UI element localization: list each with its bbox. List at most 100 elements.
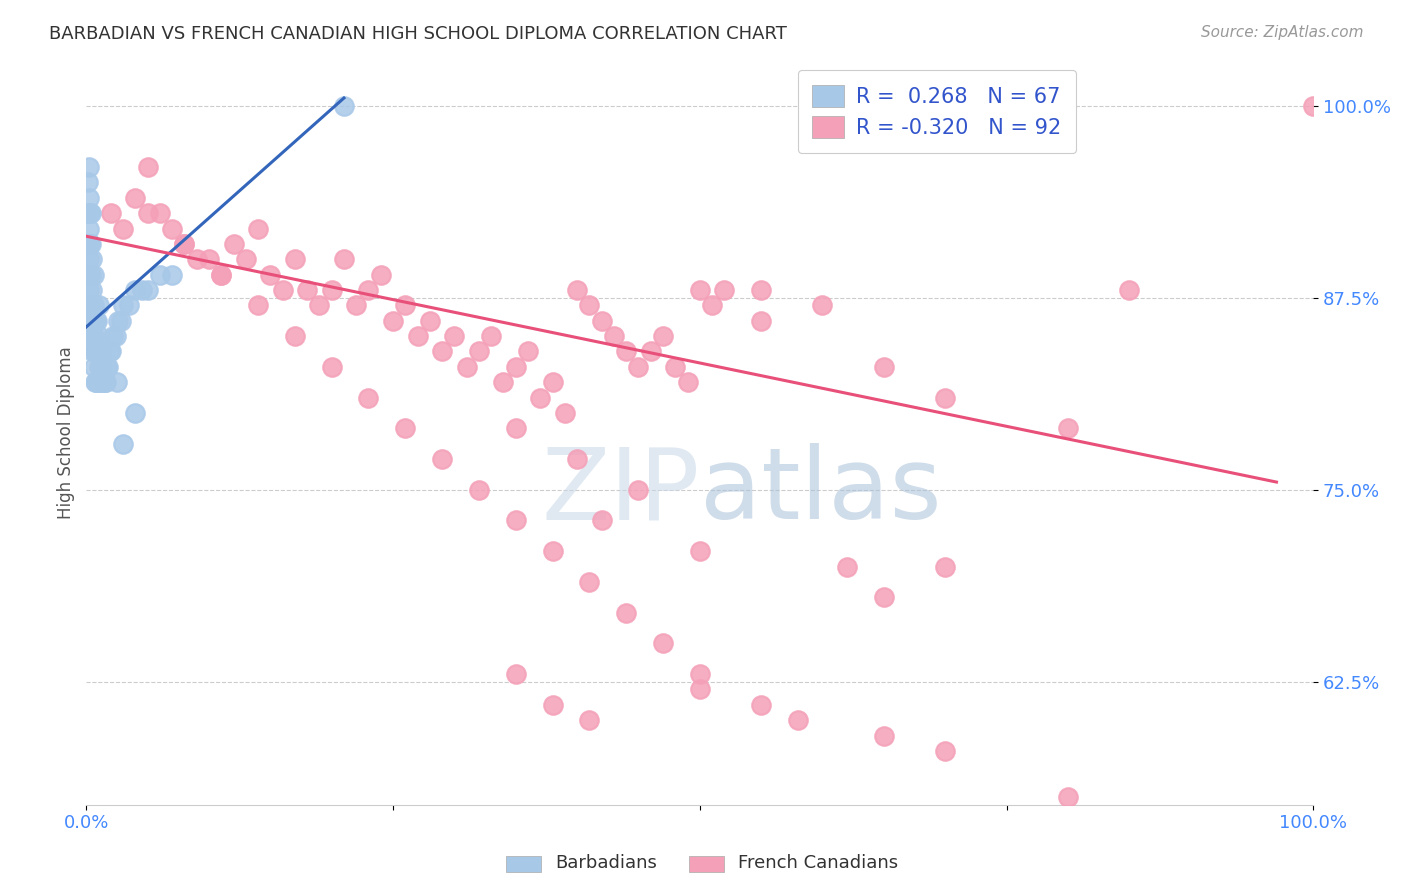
Point — [93, 375, 115, 389]
Text: BARBADIAN VS FRENCH CANADIAN HIGH SCHOOL DIPLOMA CORRELATION CHART: BARBADIAN VS FRENCH CANADIAN HIGH SCHOOL… — [49, 25, 787, 43]
Point — [77, 191, 100, 205]
Point — [107, 314, 129, 328]
Point — [124, 283, 146, 297]
Point — [79, 268, 101, 282]
Point — [112, 436, 135, 450]
Point — [1057, 789, 1080, 804]
Point — [104, 329, 127, 343]
Point — [394, 298, 416, 312]
Point — [77, 314, 100, 328]
Point — [1057, 421, 1080, 435]
Point — [295, 283, 318, 297]
Point — [749, 698, 772, 712]
Point — [90, 344, 112, 359]
Point — [82, 252, 104, 267]
Point — [235, 252, 257, 267]
Y-axis label: High School Diploma: High School Diploma — [58, 346, 75, 518]
Point — [136, 206, 159, 220]
Point — [89, 375, 111, 389]
Point — [124, 191, 146, 205]
Point — [91, 359, 114, 374]
Point — [713, 283, 735, 297]
Point — [83, 268, 105, 282]
Point — [80, 206, 103, 220]
Point — [173, 236, 195, 251]
Point — [934, 559, 956, 574]
Point — [76, 206, 98, 220]
Point — [284, 252, 307, 267]
Point — [112, 298, 135, 312]
Point — [492, 375, 515, 389]
Point — [1302, 98, 1324, 112]
Point — [80, 298, 103, 312]
Point — [787, 713, 810, 727]
Point — [77, 160, 100, 174]
Point — [614, 344, 637, 359]
Point — [87, 298, 110, 312]
Point — [505, 359, 527, 374]
Point — [749, 314, 772, 328]
Point — [131, 283, 153, 297]
Point — [652, 636, 675, 650]
Point — [541, 698, 564, 712]
Point — [934, 391, 956, 405]
Point — [83, 314, 105, 328]
Point — [333, 252, 356, 267]
Point — [652, 329, 675, 343]
Point — [86, 375, 108, 389]
Point — [149, 206, 172, 220]
Point — [811, 298, 834, 312]
Point — [93, 375, 115, 389]
Point — [94, 375, 117, 389]
Point — [82, 283, 104, 297]
Point — [529, 391, 551, 405]
Point — [873, 729, 896, 743]
Point — [505, 667, 527, 681]
Point — [873, 591, 896, 605]
Point — [308, 298, 330, 312]
Point — [873, 359, 896, 374]
Point — [80, 329, 103, 343]
Point — [517, 344, 540, 359]
Point — [934, 744, 956, 758]
Point — [406, 329, 429, 343]
Point — [394, 421, 416, 435]
Point — [89, 344, 111, 359]
Point — [76, 298, 98, 312]
Point — [603, 329, 626, 343]
Point — [689, 667, 711, 681]
Point — [173, 236, 195, 251]
Point — [83, 359, 105, 374]
Point — [90, 375, 112, 389]
Point — [136, 160, 159, 174]
Point — [1118, 283, 1140, 297]
Point — [247, 221, 270, 235]
Point — [614, 606, 637, 620]
Point — [77, 283, 100, 297]
Point — [664, 359, 686, 374]
Point — [105, 375, 128, 389]
Point — [419, 314, 441, 328]
Point — [149, 268, 172, 282]
Point — [76, 236, 98, 251]
Point — [124, 406, 146, 420]
Point — [578, 713, 600, 727]
Point — [505, 421, 527, 435]
Point — [96, 359, 118, 374]
Point — [82, 314, 104, 328]
Point — [627, 359, 650, 374]
Point — [83, 344, 105, 359]
Point — [87, 359, 110, 374]
Point — [505, 513, 527, 527]
Point — [689, 682, 711, 697]
Point — [565, 452, 588, 467]
Point — [110, 314, 132, 328]
Point — [468, 344, 491, 359]
Point — [541, 375, 564, 389]
Point — [578, 574, 600, 589]
Point — [84, 314, 107, 328]
Point — [79, 298, 101, 312]
Text: ZIP: ZIP — [541, 443, 700, 541]
Point — [83, 298, 105, 312]
Point — [209, 268, 232, 282]
